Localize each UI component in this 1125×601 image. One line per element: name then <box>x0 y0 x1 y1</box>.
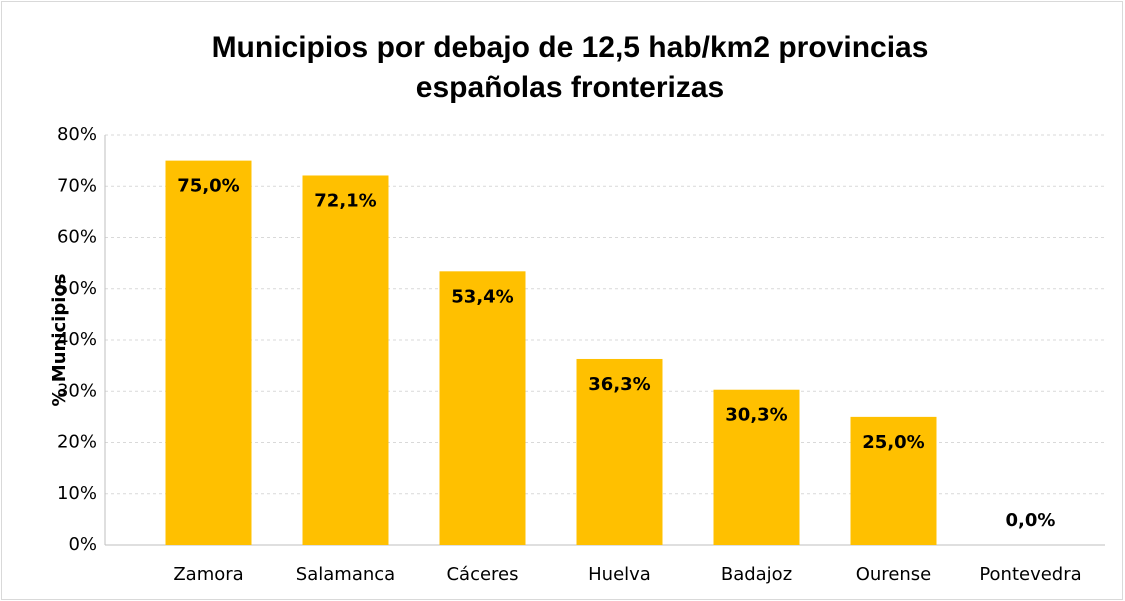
bar <box>713 389 800 545</box>
bar <box>850 416 937 545</box>
bar <box>302 175 389 546</box>
x-tick-label: Cáceres <box>446 564 518 585</box>
y-tick-label: 80% <box>57 124 97 145</box>
y-tick-label: 40% <box>57 329 97 350</box>
x-tick-label: Pontevedra <box>979 564 1081 585</box>
y-tick-label: 20% <box>57 432 97 453</box>
x-tick-label: Salamanca <box>296 564 395 585</box>
bar <box>576 358 663 545</box>
x-tick-label: Zamora <box>173 564 243 585</box>
x-tick-label: Badajoz <box>721 564 792 585</box>
y-tick-label: 70% <box>57 175 97 196</box>
value-label: 36,3% <box>588 374 650 395</box>
x-tick-label: Huelva <box>588 564 651 585</box>
y-tick-label: 0% <box>68 534 97 555</box>
value-label: 75,0% <box>177 176 239 197</box>
value-label: 0,0% <box>1006 510 1056 531</box>
value-label: 53,4% <box>451 286 513 307</box>
value-label: 25,0% <box>862 432 924 453</box>
value-label: 72,1% <box>314 190 376 211</box>
y-axis-label: % Municipios <box>49 274 70 407</box>
y-tick-label: 10% <box>57 483 97 504</box>
x-tick-label: Ourense <box>856 564 932 585</box>
value-label: 30,3% <box>725 405 787 426</box>
chart-title: Municipios por debajo de 12,5 hab/km2 pr… <box>211 31 929 104</box>
y-tick-label: 60% <box>57 227 97 248</box>
y-tick-label: 50% <box>57 278 97 299</box>
y-tick-label: 30% <box>57 380 97 401</box>
bar <box>439 271 526 545</box>
bar <box>165 160 252 545</box>
